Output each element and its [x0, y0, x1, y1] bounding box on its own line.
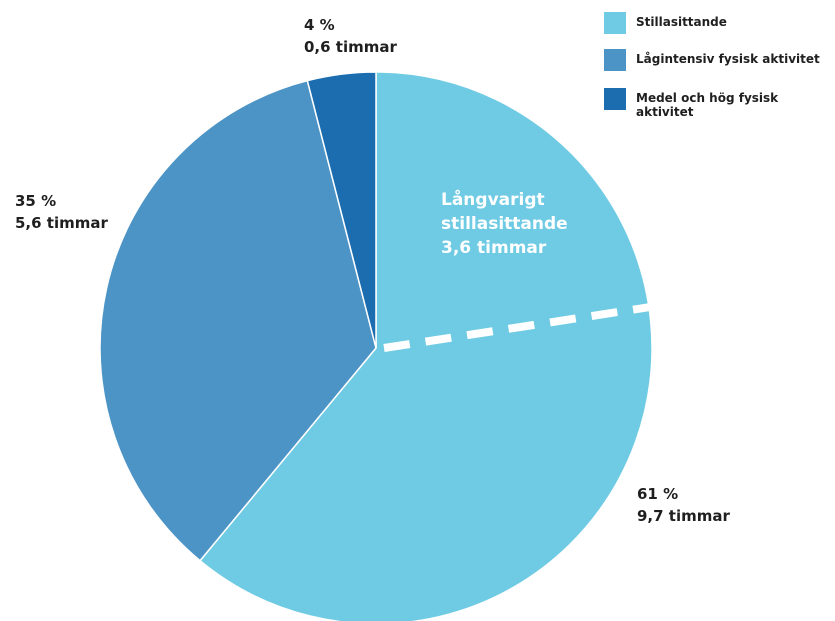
legend-label-medel-hog: Medel och hög fysisk aktivitet: [636, 91, 779, 119]
legend-item-stillasittande: Stillasittande: [604, 12, 821, 34]
pie-slice-stillasittande: [199, 71, 653, 621]
long-sedentary-line1: Långvarigt: [441, 190, 545, 210]
slice-percent-stillasittande: 61 %: [637, 485, 679, 503]
long-sedentary-label: Långvarigt stillasittande 3,6 timmar: [441, 188, 568, 260]
slice-label-medel-hog: 4 % 0,6 timmar: [304, 14, 397, 58]
slice-percent-lagintensiv: 35 %: [15, 192, 57, 210]
pie-slice-lagintensiv: [99, 79, 377, 562]
legend-label-stillasittande: Stillasittande: [636, 15, 727, 29]
long-sedentary-divider: [383, 303, 650, 352]
legend-swatch-stillasittande: [604, 12, 626, 34]
long-sedentary-line3: 3,6 timmar: [441, 238, 547, 258]
legend-swatch-lagintensiv: [604, 49, 626, 71]
legend-label-lagintensiv: Lågintensiv fysisk aktivitet: [636, 52, 820, 66]
long-sedentary-line2: stillasittande: [441, 214, 568, 234]
pie-slices: [99, 71, 653, 621]
legend-swatch-medel-hog: [604, 88, 626, 110]
slice-label-stillasittande: 61 % 9,7 timmar: [637, 483, 730, 527]
slice-label-lagintensiv: 35 % 5,6 timmar: [15, 190, 108, 234]
slice-hours-stillasittande: 9,7 timmar: [637, 507, 730, 525]
legend-item-medel-hog: Medel och hög fysisk aktivitet: [604, 88, 821, 119]
legend-item-lagintensiv: Lågintensiv fysisk aktivitet: [604, 49, 821, 71]
slice-percent-medel-hog: 4 %: [304, 16, 335, 34]
slice-hours-medel-hog: 0,6 timmar: [304, 38, 397, 56]
slice-hours-lagintensiv: 5,6 timmar: [15, 214, 108, 232]
pie-slice-medel-hog: [306, 71, 377, 349]
